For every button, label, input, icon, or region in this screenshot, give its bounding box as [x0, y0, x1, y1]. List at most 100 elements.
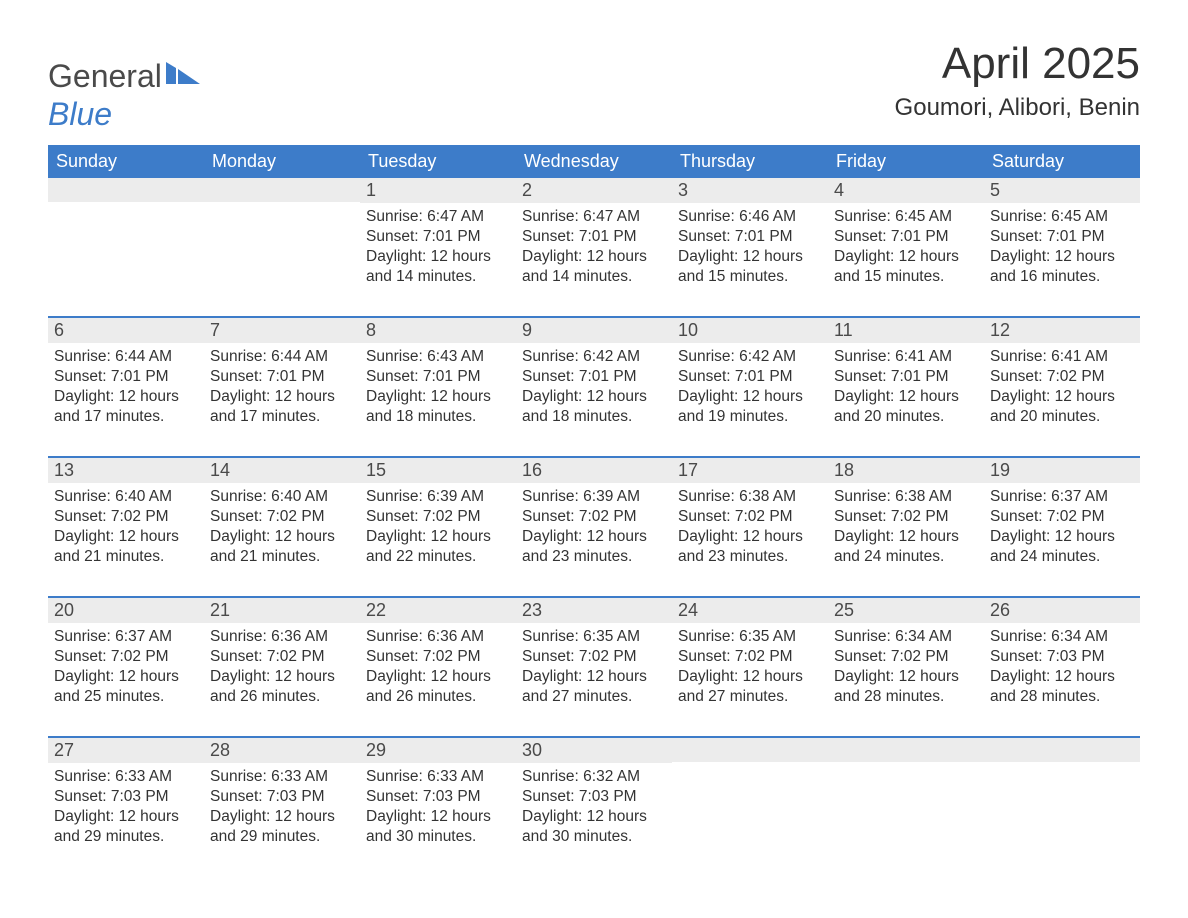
day-content: Sunrise: 6:33 AMSunset: 7:03 PMDaylight:…	[48, 763, 204, 852]
day-cell: 2Sunrise: 6:47 AMSunset: 7:01 PMDaylight…	[516, 178, 672, 316]
day-number: 29	[360, 738, 516, 763]
day-cell: 12Sunrise: 6:41 AMSunset: 7:02 PMDayligh…	[984, 318, 1140, 456]
sunrise-line: Sunrise: 6:39 AM	[366, 487, 510, 507]
month-title: April 2025	[895, 40, 1140, 88]
day-number: 25	[828, 598, 984, 623]
day-cell: 4Sunrise: 6:45 AMSunset: 7:01 PMDaylight…	[828, 178, 984, 316]
daylight-line: Daylight: 12 hours and 16 minutes.	[990, 247, 1134, 287]
sunset-line: Sunset: 7:01 PM	[54, 367, 198, 387]
sunrise-line: Sunrise: 6:33 AM	[210, 767, 354, 787]
sunset-line: Sunset: 7:02 PM	[522, 507, 666, 527]
sunset-line: Sunset: 7:01 PM	[366, 367, 510, 387]
day-number: 13	[48, 458, 204, 483]
sunset-line: Sunset: 7:02 PM	[54, 647, 198, 667]
day-cell: 16Sunrise: 6:39 AMSunset: 7:02 PMDayligh…	[516, 458, 672, 596]
day-cell: 3Sunrise: 6:46 AMSunset: 7:01 PMDaylight…	[672, 178, 828, 316]
day-cell: 7Sunrise: 6:44 AMSunset: 7:01 PMDaylight…	[204, 318, 360, 456]
day-content	[984, 762, 1140, 772]
day-cell	[984, 738, 1140, 876]
daylight-line: Daylight: 12 hours and 30 minutes.	[366, 807, 510, 847]
sunset-line: Sunset: 7:02 PM	[990, 507, 1134, 527]
day-number: 1	[360, 178, 516, 203]
sunrise-line: Sunrise: 6:41 AM	[834, 347, 978, 367]
sunrise-line: Sunrise: 6:46 AM	[678, 207, 822, 227]
day-cell	[828, 738, 984, 876]
day-cell: 23Sunrise: 6:35 AMSunset: 7:02 PMDayligh…	[516, 598, 672, 736]
day-content	[204, 202, 360, 212]
day-content: Sunrise: 6:43 AMSunset: 7:01 PMDaylight:…	[360, 343, 516, 432]
day-number: 14	[204, 458, 360, 483]
day-cell: 1Sunrise: 6:47 AMSunset: 7:01 PMDaylight…	[360, 178, 516, 316]
week-row: 20Sunrise: 6:37 AMSunset: 7:02 PMDayligh…	[48, 596, 1140, 736]
sunset-line: Sunset: 7:02 PM	[678, 647, 822, 667]
daylight-line: Daylight: 12 hours and 28 minutes.	[990, 667, 1134, 707]
week-row: 6Sunrise: 6:44 AMSunset: 7:01 PMDaylight…	[48, 316, 1140, 456]
day-number: 7	[204, 318, 360, 343]
day-cell: 14Sunrise: 6:40 AMSunset: 7:02 PMDayligh…	[204, 458, 360, 596]
day-header-thu: Thursday	[672, 145, 828, 178]
day-header-sun: Sunday	[48, 145, 204, 178]
day-cell: 30Sunrise: 6:32 AMSunset: 7:03 PMDayligh…	[516, 738, 672, 876]
daylight-line: Daylight: 12 hours and 21 minutes.	[54, 527, 198, 567]
sunset-line: Sunset: 7:01 PM	[678, 367, 822, 387]
sunset-line: Sunset: 7:01 PM	[210, 367, 354, 387]
sunset-line: Sunset: 7:01 PM	[678, 227, 822, 247]
sunrise-line: Sunrise: 6:43 AM	[366, 347, 510, 367]
daylight-line: Daylight: 12 hours and 24 minutes.	[834, 527, 978, 567]
day-content: Sunrise: 6:44 AMSunset: 7:01 PMDaylight:…	[48, 343, 204, 432]
daylight-line: Daylight: 12 hours and 18 minutes.	[366, 387, 510, 427]
day-number: 18	[828, 458, 984, 483]
day-cell: 6Sunrise: 6:44 AMSunset: 7:01 PMDaylight…	[48, 318, 204, 456]
day-cell: 8Sunrise: 6:43 AMSunset: 7:01 PMDaylight…	[360, 318, 516, 456]
day-content: Sunrise: 6:33 AMSunset: 7:03 PMDaylight:…	[204, 763, 360, 852]
day-number: 10	[672, 318, 828, 343]
day-cell: 15Sunrise: 6:39 AMSunset: 7:02 PMDayligh…	[360, 458, 516, 596]
sunrise-line: Sunrise: 6:38 AM	[678, 487, 822, 507]
day-cell	[48, 178, 204, 316]
day-content: Sunrise: 6:35 AMSunset: 7:02 PMDaylight:…	[516, 623, 672, 712]
daylight-line: Daylight: 12 hours and 14 minutes.	[522, 247, 666, 287]
day-number: 8	[360, 318, 516, 343]
sunset-line: Sunset: 7:02 PM	[834, 647, 978, 667]
day-content: Sunrise: 6:42 AMSunset: 7:01 PMDaylight:…	[516, 343, 672, 432]
sunset-line: Sunset: 7:01 PM	[522, 367, 666, 387]
week-row: 27Sunrise: 6:33 AMSunset: 7:03 PMDayligh…	[48, 736, 1140, 876]
sunset-line: Sunset: 7:02 PM	[210, 507, 354, 527]
daylight-line: Daylight: 12 hours and 26 minutes.	[210, 667, 354, 707]
daylight-line: Daylight: 12 hours and 21 minutes.	[210, 527, 354, 567]
sunset-line: Sunset: 7:02 PM	[210, 647, 354, 667]
day-cell: 24Sunrise: 6:35 AMSunset: 7:02 PMDayligh…	[672, 598, 828, 736]
day-header-mon: Monday	[204, 145, 360, 178]
sunrise-line: Sunrise: 6:40 AM	[210, 487, 354, 507]
sunrise-line: Sunrise: 6:42 AM	[678, 347, 822, 367]
daylight-line: Daylight: 12 hours and 20 minutes.	[990, 387, 1134, 427]
day-cell: 19Sunrise: 6:37 AMSunset: 7:02 PMDayligh…	[984, 458, 1140, 596]
day-number: 6	[48, 318, 204, 343]
day-cell: 10Sunrise: 6:42 AMSunset: 7:01 PMDayligh…	[672, 318, 828, 456]
sunrise-line: Sunrise: 6:40 AM	[54, 487, 198, 507]
sunset-line: Sunset: 7:03 PM	[210, 787, 354, 807]
day-cell: 27Sunrise: 6:33 AMSunset: 7:03 PMDayligh…	[48, 738, 204, 876]
daylight-line: Daylight: 12 hours and 18 minutes.	[522, 387, 666, 427]
day-cell: 22Sunrise: 6:36 AMSunset: 7:02 PMDayligh…	[360, 598, 516, 736]
sunset-line: Sunset: 7:02 PM	[990, 367, 1134, 387]
daylight-line: Daylight: 12 hours and 15 minutes.	[678, 247, 822, 287]
day-content: Sunrise: 6:34 AMSunset: 7:02 PMDaylight:…	[828, 623, 984, 712]
day-cell: 13Sunrise: 6:40 AMSunset: 7:02 PMDayligh…	[48, 458, 204, 596]
day-content: Sunrise: 6:39 AMSunset: 7:02 PMDaylight:…	[516, 483, 672, 572]
day-number: 2	[516, 178, 672, 203]
day-content: Sunrise: 6:33 AMSunset: 7:03 PMDaylight:…	[360, 763, 516, 852]
day-number: 26	[984, 598, 1140, 623]
day-cell: 28Sunrise: 6:33 AMSunset: 7:03 PMDayligh…	[204, 738, 360, 876]
day-content: Sunrise: 6:47 AMSunset: 7:01 PMDaylight:…	[516, 203, 672, 292]
sunrise-line: Sunrise: 6:36 AM	[210, 627, 354, 647]
day-content: Sunrise: 6:40 AMSunset: 7:02 PMDaylight:…	[204, 483, 360, 572]
day-number: 22	[360, 598, 516, 623]
day-cell: 21Sunrise: 6:36 AMSunset: 7:02 PMDayligh…	[204, 598, 360, 736]
day-header-fri: Friday	[828, 145, 984, 178]
sunrise-line: Sunrise: 6:41 AM	[990, 347, 1134, 367]
day-content	[672, 762, 828, 772]
sunset-line: Sunset: 7:01 PM	[522, 227, 666, 247]
calendar: Sunday Monday Tuesday Wednesday Thursday…	[48, 145, 1140, 876]
day-content: Sunrise: 6:37 AMSunset: 7:02 PMDaylight:…	[48, 623, 204, 712]
